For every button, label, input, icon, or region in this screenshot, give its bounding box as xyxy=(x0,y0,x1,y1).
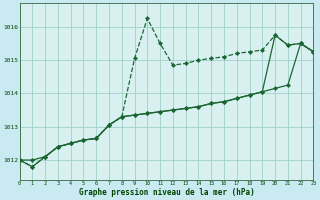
X-axis label: Graphe pression niveau de la mer (hPa): Graphe pression niveau de la mer (hPa) xyxy=(79,188,254,197)
